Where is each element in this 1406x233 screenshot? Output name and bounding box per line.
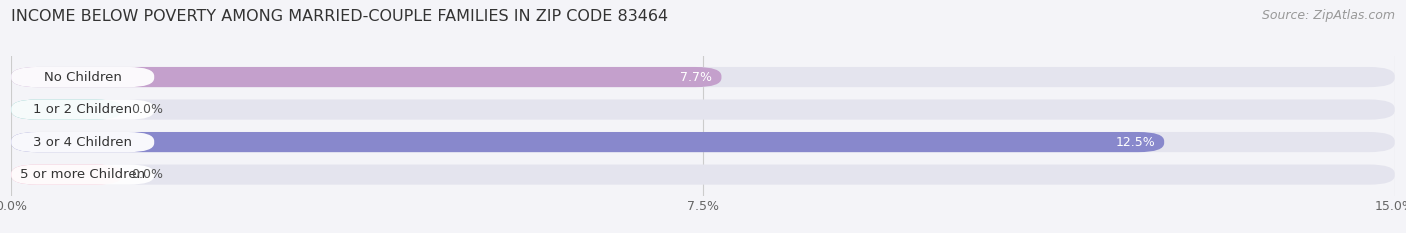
Text: 12.5%: 12.5% <box>1115 136 1154 149</box>
FancyBboxPatch shape <box>11 164 122 185</box>
FancyBboxPatch shape <box>11 67 1395 87</box>
Text: 1 or 2 Children: 1 or 2 Children <box>34 103 132 116</box>
FancyBboxPatch shape <box>11 132 1395 152</box>
Text: Source: ZipAtlas.com: Source: ZipAtlas.com <box>1261 9 1395 22</box>
Text: INCOME BELOW POVERTY AMONG MARRIED-COUPLE FAMILIES IN ZIP CODE 83464: INCOME BELOW POVERTY AMONG MARRIED-COUPL… <box>11 9 668 24</box>
FancyBboxPatch shape <box>11 99 1395 120</box>
FancyBboxPatch shape <box>11 164 1395 185</box>
Text: 3 or 4 Children: 3 or 4 Children <box>34 136 132 149</box>
FancyBboxPatch shape <box>11 132 1164 152</box>
FancyBboxPatch shape <box>11 99 155 120</box>
FancyBboxPatch shape <box>11 132 155 152</box>
Text: No Children: No Children <box>44 71 122 84</box>
Text: 0.0%: 0.0% <box>131 168 163 181</box>
FancyBboxPatch shape <box>11 67 721 87</box>
Text: 0.0%: 0.0% <box>131 103 163 116</box>
Text: 7.7%: 7.7% <box>681 71 713 84</box>
FancyBboxPatch shape <box>11 164 155 185</box>
FancyBboxPatch shape <box>11 67 155 87</box>
FancyBboxPatch shape <box>11 99 122 120</box>
Text: 5 or more Children: 5 or more Children <box>20 168 145 181</box>
